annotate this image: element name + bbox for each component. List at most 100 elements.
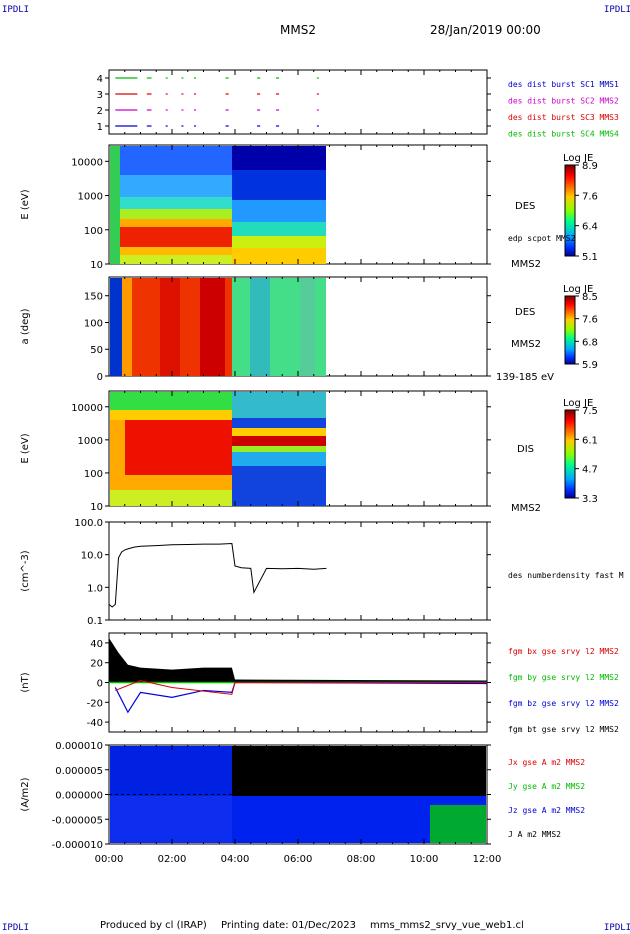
ytick-label: 10000 — [71, 403, 103, 414]
ytick-label: 0.000010 — [55, 741, 103, 752]
corner-label-bottom-right: IPDLI — [604, 923, 630, 933]
footer-produced-by: Produced by cl (IRAP) — [100, 920, 207, 931]
colorbar — [564, 164, 576, 257]
panel-right-label: MMS2 — [511, 503, 541, 514]
burst-legend-label: des dist burst SC2 MMS2 — [508, 97, 619, 106]
density-legend: des numberdensity fast M — [508, 571, 624, 580]
colorbar-tick-label: 5.9 — [582, 360, 598, 371]
corner-label-top-right: IPDLI — [604, 5, 630, 15]
ytick-label: 100.0 — [74, 518, 103, 529]
bt-envelope — [109, 638, 487, 683]
ytick-label: 1000 — [78, 436, 103, 447]
panel-right-label: MMS2 — [511, 339, 541, 350]
colorbar-tick-label: 7.6 — [582, 191, 598, 202]
des-energy-spectrogram — [110, 146, 326, 264]
xtick-label: 10:00 — [410, 854, 439, 865]
panel-right-label: DES — [515, 201, 535, 212]
plot-title: MMS2 — [280, 23, 316, 37]
colorbar-tick-label: 6.8 — [582, 337, 598, 348]
ytick-label: 50 — [90, 345, 103, 356]
current-legend-label: Jz gse A m2 MMS2 — [508, 806, 585, 815]
panel-right-label: DES — [515, 307, 535, 318]
burst-legend-label: des dist burst SC4 MMS4 — [508, 130, 619, 139]
burst-legend-label: des dist burst SC3 MMS3 — [508, 113, 619, 122]
current-legend-label: Jx gse A m2 MMS2 — [508, 758, 585, 767]
dis-energy-spectrogram — [110, 392, 326, 506]
burst-legend-label: des dist burst SC1 MMS1 — [508, 80, 619, 89]
colorbar-tick-label: 8.9 — [582, 161, 598, 172]
colorbar-tick-label: 7.6 — [582, 315, 598, 326]
colorbar-tick-label: 7.5 — [582, 406, 598, 417]
bfield-legend-label: fgm bz gse srvy l2 MMS2 — [508, 699, 619, 708]
colorbar-tick-label: 5.1 — [582, 252, 598, 263]
density-panel-frame — [108, 521, 488, 621]
ytick-label: 1 — [97, 122, 103, 133]
panel-right-label: 139-185 eV — [496, 372, 554, 383]
colorbar-title: Log JE — [563, 284, 593, 295]
ytick-label: 3 — [97, 90, 103, 101]
current-legend-label: Jy gse A m2 MMS2 — [508, 782, 585, 791]
colorbar — [564, 295, 576, 365]
current-legend-label: J A m2 MMS2 — [508, 830, 561, 839]
colorbar-tick-label: 8.5 — [582, 292, 598, 303]
colorbar-tick-label: 3.3 — [582, 494, 598, 505]
ytick-label: 1000 — [78, 192, 103, 203]
colorbar-title: Log JE — [563, 398, 593, 409]
ytick-label: -0.000005 — [52, 815, 103, 826]
ytick-label: 0.1 — [87, 616, 103, 627]
corner-label-bottom-left: IPDLI — [2, 923, 29, 933]
panel-right-label: edp scpot MMS2 — [508, 234, 576, 243]
y-axis-label: E (eV) — [20, 189, 31, 219]
xtick-label: 04:00 — [221, 854, 250, 865]
ytick-label: -40 — [87, 718, 103, 729]
ytick-label: 20 — [90, 659, 103, 670]
colorbar-tick-label: 4.7 — [582, 465, 598, 476]
ytick-label: 10 — [90, 502, 103, 513]
y-axis-label: (A/m2) — [20, 777, 31, 811]
ytick-label: 4 — [97, 74, 103, 85]
ytick-label: 1.0 — [87, 583, 103, 594]
xtick-label: 12:00 — [473, 854, 502, 865]
bx-line — [115, 679, 487, 695]
ytick-label: 0.000005 — [55, 766, 103, 777]
footer-file: mms_mms2_srvy_vue_web1.cl — [370, 920, 524, 931]
ytick-label: -0.000010 — [52, 840, 103, 851]
colorbar-tick-label: 6.1 — [582, 435, 598, 446]
colorbar — [564, 409, 576, 499]
xtick-label: 08:00 — [347, 854, 376, 865]
ytick-label: -20 — [87, 698, 103, 709]
panel-right-label: DIS — [517, 444, 534, 455]
des-pitch-spectrogram — [110, 278, 326, 376]
ytick-label: 10000 — [71, 157, 103, 168]
bfield-legend-label: fgm bx gse srvy l2 MMS2 — [508, 647, 619, 656]
bfield-legend-label: fgm bt gse srvy l2 MMS2 — [508, 725, 619, 734]
density-line — [108, 542, 327, 608]
ytick-label: 10 — [90, 260, 103, 271]
panel-right-label: MMS2 — [511, 259, 541, 270]
footer-printing-date: Printing date: 01/Dec/2023 — [221, 920, 356, 931]
xtick-label: 00:00 — [95, 854, 124, 865]
plot-date: 28/Jan/2019 00:00 — [430, 23, 541, 37]
ytick-label: 0 — [97, 679, 103, 690]
y-axis-label: (nT) — [20, 672, 31, 692]
colorbar-title: Log JE — [563, 153, 593, 164]
ytick-label: 100 — [84, 318, 103, 329]
y-axis-label: E (eV) — [20, 433, 31, 463]
ytick-label: 2 — [97, 106, 103, 117]
corner-label-top-left: IPDLI — [2, 5, 29, 15]
ytick-label: 100 — [84, 469, 103, 480]
ytick-label: 40 — [90, 639, 103, 650]
colorbar-tick-label: 6.4 — [582, 222, 598, 233]
y-axis-label: (cm^-3) — [20, 550, 31, 591]
xtick-label: 06:00 — [284, 854, 313, 865]
ytick-label: 100 — [84, 226, 103, 237]
ytick-label: 0.000000 — [55, 791, 103, 802]
burst-panel-frame — [108, 69, 488, 135]
xtick-label: 02:00 — [158, 854, 187, 865]
ytick-label: 150 — [84, 292, 103, 303]
ytick-label: 10.0 — [81, 551, 103, 562]
bfield-legend-label: fgm by gse srvy l2 MMS2 — [508, 673, 619, 682]
ytick-label: 0 — [97, 372, 103, 383]
y-axis-label: a (deg) — [20, 308, 31, 344]
